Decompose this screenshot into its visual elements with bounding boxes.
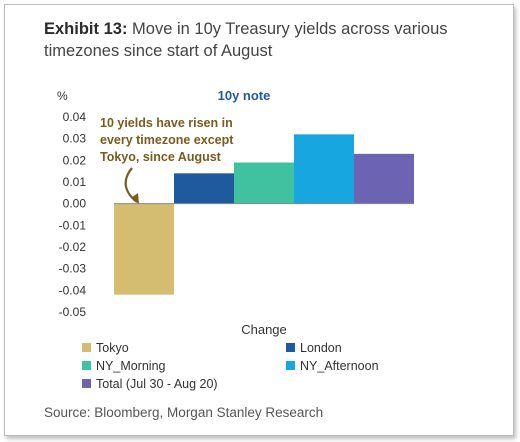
y-tick-label: 0.04 — [63, 110, 87, 124]
y-tick-label: 0.01 — [63, 175, 87, 189]
bar-ny-morning — [234, 162, 294, 204]
y-tick-label: -0.01 — [59, 218, 87, 232]
legend-swatch — [82, 379, 91, 388]
legend-label: Tokyo — [96, 341, 129, 355]
legend-label: Total (Jul 30 - Aug 20) — [96, 377, 218, 391]
annotation-line-1: 10 yields have risen in — [100, 116, 233, 130]
y-tick-label: -0.02 — [59, 240, 87, 254]
legend-swatch — [286, 343, 295, 352]
source-note: Source: Bloomberg, Morgan Stanley Resear… — [44, 405, 324, 420]
legend-swatch — [82, 361, 91, 370]
exhibit-title-text: Move in 10y Treasury yields across vario… — [44, 20, 448, 60]
bar-tokyo — [114, 203, 174, 295]
bar-total-jul-30-aug-20 — [354, 153, 414, 204]
y-tick-label: -0.04 — [59, 283, 87, 297]
exhibit-title: Exhibit 13: Move in 10y Treasury yields … — [44, 18, 484, 62]
y-tick-label: 0.00 — [63, 197, 87, 211]
bar-london — [174, 173, 234, 204]
chart-title: 10y note — [218, 88, 271, 103]
legend-swatch — [286, 361, 295, 370]
legend-label: NY_Morning — [96, 359, 166, 373]
y-tick-label: 0.03 — [63, 132, 87, 146]
y-tick-label: -0.05 — [59, 305, 87, 319]
legend-label: NY_Afternoon — [300, 359, 379, 373]
bars — [114, 134, 414, 295]
legend-label: London — [300, 341, 342, 355]
bar-ny-afternoon — [294, 134, 354, 204]
y-axis-ticks: 0.04 0.03 0.02 0.01 0.00 -0.01 -0.02 -0.03 -0.04… — [59, 110, 87, 319]
annotation-arrowhead — [131, 193, 139, 204]
exhibit-label: Exhibit 13: — [44, 20, 128, 38]
annotation-line-3: Tokyo, since August — [100, 150, 222, 164]
annotation: 10 yields have risen in every timezone e… — [100, 116, 234, 204]
x-axis-label: Change — [241, 322, 287, 337]
y-axis-unit-label: % — [57, 89, 68, 103]
y-tick-label: -0.03 — [59, 262, 87, 276]
legend: Tokyo London NY_Morning NY_Afternoon Total (… — [82, 341, 379, 391]
legend-swatch — [82, 343, 91, 352]
y-tick-label: 0.02 — [63, 153, 87, 167]
annotation-line-2: every timezone except — [100, 133, 234, 147]
